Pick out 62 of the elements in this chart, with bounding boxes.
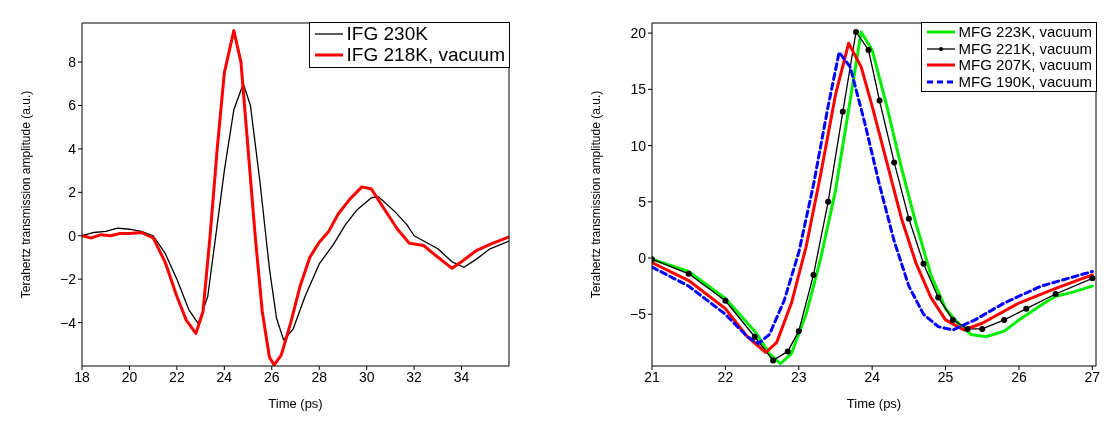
y-tick-label: −5 [630, 306, 647, 323]
point [1001, 316, 1008, 323]
legend-label: MFG 190K, vacuum [958, 72, 1092, 90]
point [964, 325, 971, 332]
x-tick-label: 20 [121, 368, 138, 385]
y-tick-label: 0 [638, 250, 647, 267]
y-tick-label: 4 [68, 140, 77, 157]
x-axis-title: Time (ps) [846, 396, 902, 411]
point [1023, 305, 1030, 312]
point [685, 270, 692, 277]
point [751, 333, 758, 340]
point [876, 97, 883, 104]
y-tick-label: 5 [638, 193, 647, 210]
y-tick-label: −2 [60, 271, 77, 288]
y-tick-label: 8 [68, 54, 77, 71]
point [795, 328, 802, 335]
x-tick-label: 18 [74, 368, 90, 385]
x-tick-label: 34 [453, 368, 470, 385]
x-tick-label: 30 [358, 368, 375, 385]
y-axis-title: Terahertz transmission amplitude (a.u.) [589, 90, 604, 299]
y-tick-label: 20 [630, 25, 647, 42]
point [853, 29, 860, 35]
x-tick-label: 28 [311, 368, 328, 385]
x-tick-label: 32 [406, 368, 423, 385]
point [1052, 291, 1059, 298]
x-tick-label: 25 [937, 368, 954, 385]
legend-label: MFG 221K, vacuum [958, 39, 1092, 57]
x-tick-label: 24 [864, 368, 881, 385]
point [770, 357, 777, 364]
point [920, 260, 927, 267]
y-tick-label: −4 [60, 314, 77, 331]
x-tick-label: 22 [169, 368, 185, 385]
point [979, 325, 986, 332]
x-tick-label: 21 [644, 368, 660, 385]
x-tick-label: 23 [790, 368, 807, 385]
point [891, 159, 898, 166]
x-tick-label: 26 [263, 368, 280, 385]
y-axis-title: Terahertz transmission amplitude (a.u.) [19, 90, 34, 299]
x-axis-title: Time (ps) [268, 396, 323, 411]
y-tick-label: 10 [630, 137, 647, 154]
point [865, 46, 872, 53]
legend-label: MFG 207K, vacuum [958, 56, 1092, 74]
y-tick-label: 6 [68, 97, 77, 114]
point [935, 294, 942, 301]
x-tick-label: 27 [1084, 368, 1101, 385]
y-tick-label: 15 [630, 81, 647, 98]
point [810, 271, 817, 278]
x-tick-label: 22 [717, 368, 734, 385]
y-tick-label: 2 [68, 184, 77, 201]
point [949, 316, 956, 323]
point [905, 215, 912, 222]
legend-label: IFG 230K [346, 23, 428, 45]
x-tick-label: 26 [1011, 368, 1027, 385]
legend-label: IFG 218K, vacuum [346, 43, 505, 66]
point [1089, 275, 1096, 282]
legend-label: MFG 223K, vacuum [958, 23, 1092, 41]
x-tick-label: 24 [216, 368, 233, 385]
point [825, 198, 832, 205]
y-tick-label: 0 [68, 227, 77, 244]
point [839, 108, 846, 115]
point [784, 348, 791, 355]
point [722, 297, 729, 304]
